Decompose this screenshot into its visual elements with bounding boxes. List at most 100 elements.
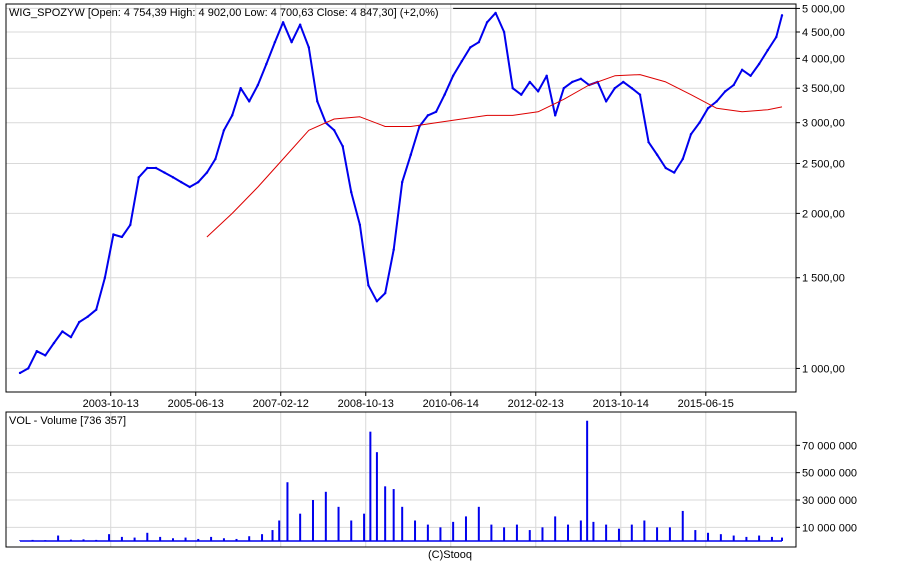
price-point [409,153,413,156]
price-point [171,176,175,179]
main-x-tick-label: 2008-10-13 [338,398,394,410]
price-point [273,40,277,44]
volume-y-tick-label: 70 000 000 [802,440,857,452]
price-point [256,83,260,87]
volume-bar [248,536,251,541]
volume-bar [464,516,467,541]
price-point [146,166,149,170]
volume-bar [630,524,633,541]
volume-bar [363,513,366,541]
price-point [27,367,30,370]
price-point [230,114,234,117]
price-point [698,121,701,124]
price-point [451,74,455,77]
price-point [613,87,616,90]
moving-average-line [206,74,783,238]
volume-y-tick-label: 50 000 000 [802,468,857,480]
volume-bar [643,520,646,541]
volume-bar [452,521,455,541]
main-chart-frame [5,3,797,393]
main-x-tick-label: 2010-06-14 [423,398,479,410]
main-x-tick-label: 2003-10-13 [83,398,139,410]
price-point [571,80,574,84]
main-x-tick-label: 2012-02-13 [508,398,564,410]
price-point [367,284,370,287]
volume-bar [781,537,783,541]
price-point [44,354,47,357]
volume-bar [414,520,417,541]
price-point [418,125,421,128]
volume-bar [384,486,387,541]
volume-bar [617,528,620,541]
volume-bar [375,452,378,541]
volume-bar [57,535,60,541]
price-point [655,153,659,156]
price-point [392,248,395,251]
price-point [749,74,752,77]
volume-bar [95,539,98,541]
price-point [740,68,744,72]
main-x-tick-label: 2015-06-15 [678,398,734,410]
price-point [281,21,285,24]
volume-bar [579,520,582,541]
volume-bar [528,530,531,541]
price-point [18,371,22,375]
volume-bar [210,536,213,541]
volume-bar [392,489,395,541]
price-point [664,166,667,170]
stooq-credit: (C)Stooq [428,549,472,561]
volume-bar [681,510,684,541]
price-point [689,132,693,136]
main-y-tick-label: 1 500,00 [802,273,845,285]
volume-bar [369,431,372,541]
price-point [290,40,293,44]
price-point [375,300,379,303]
price-point [77,320,81,324]
volume-chart-frame [5,411,797,548]
price-point [469,46,472,49]
volume-bar [82,539,85,541]
price-point [502,30,506,34]
price-point [630,87,634,90]
main-chart-title: WIG_SPOZYW [Open: 4 754,39 High: 4 902,0… [9,7,439,19]
price-point [180,180,183,184]
volume-bar [554,516,557,541]
volume-bar [171,538,174,541]
volume-bar [184,537,187,541]
volume-bar [350,520,353,541]
volume-bar [707,532,710,541]
price-point [52,341,56,345]
price-point [222,129,226,132]
price-point [426,114,430,117]
price-point [188,185,191,189]
volume-bar [222,538,225,541]
price-point [154,166,158,170]
volume-bar [401,506,404,541]
volume-y-tick-label: 30 000 000 [802,495,857,507]
price-point [477,40,481,44]
volume-bar [503,527,506,541]
price-point [239,87,242,90]
main-y-axis-labels: 1 000,00 1 500,00 2 000,00 2 500,00 3 000,00… [802,3,845,375]
main-y-tick-label: 4 000,00 [802,53,845,65]
price-point [673,171,676,174]
price-point [485,21,489,24]
price-point [536,90,540,93]
price-point [298,23,302,26]
volume-chart-series [19,420,783,542]
price-point [265,62,268,66]
price-point [383,291,387,295]
volume-bar [235,538,238,541]
volume-bar [146,532,149,541]
volume-bar [271,530,274,541]
volume-bar [286,482,289,541]
price-point [520,93,523,96]
volume-bar [337,506,340,541]
price-point [681,157,684,161]
main-x-tick-label: 2013-10-14 [593,398,649,410]
volume-bar [299,513,302,541]
price-point [775,35,778,39]
main-y-tick-label: 2 500,00 [802,158,845,170]
price-line [19,11,783,374]
volume-bar [477,506,480,541]
